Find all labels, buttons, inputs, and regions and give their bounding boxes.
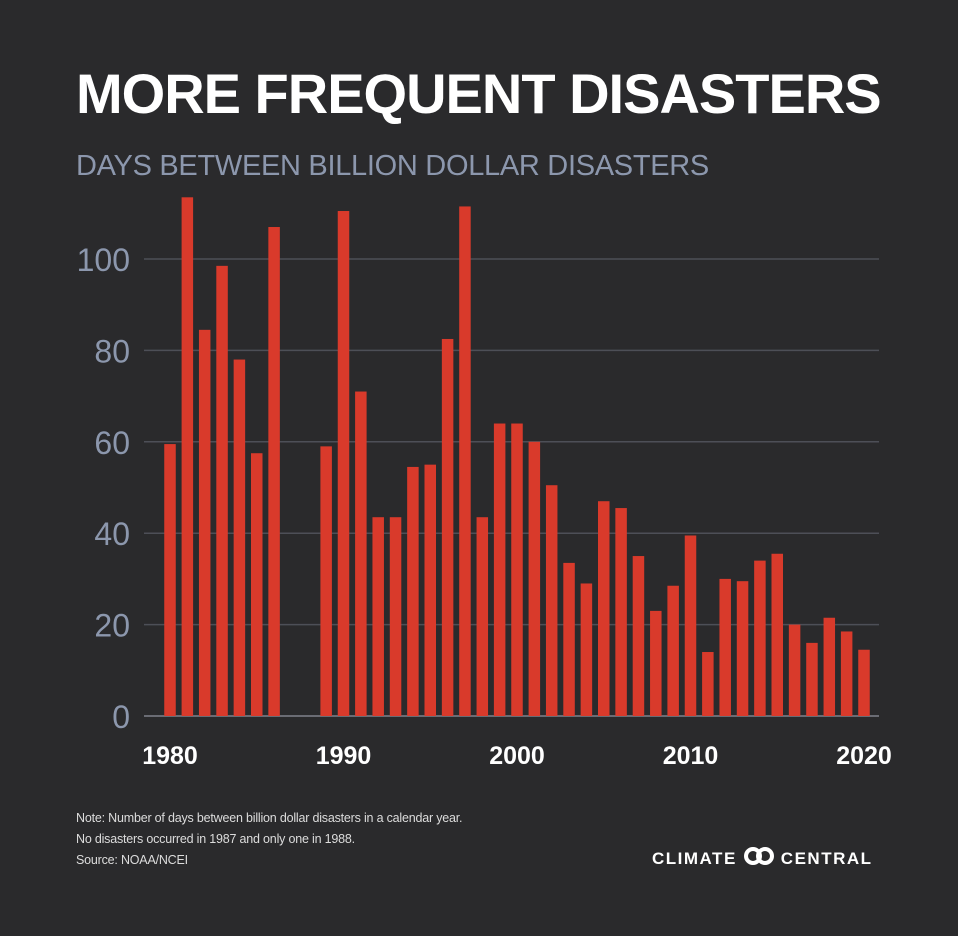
- bar-1990: [337, 211, 350, 716]
- y-tick-label: 40: [94, 516, 130, 552]
- x-axis-ticks: 1980 1990 2000 2010 2020: [142, 742, 892, 770]
- x-tick-label: 1990: [316, 742, 372, 770]
- climate-central-logo-icon: [743, 846, 775, 871]
- bar-2014: [754, 560, 766, 716]
- y-axis-ticks: 0 20 40 60 80 100: [77, 242, 130, 735]
- bar-2012: [719, 578, 731, 716]
- bar-chart: 0 20 40 60 80 100 1980 1990 2000 2010 2020: [77, 197, 892, 770]
- bar-2002: [545, 485, 558, 716]
- bar-2007: [632, 556, 645, 716]
- chart-notes: Note: Number of days between billion dol…: [76, 808, 463, 871]
- bar-2020: [858, 649, 870, 716]
- note-line-1: Note: Number of days between billion dol…: [76, 811, 463, 825]
- chart-title: MORE FREQUENT DISASTERS: [76, 62, 882, 125]
- bar-2013: [736, 581, 749, 716]
- brand-word-left: CLIMATE: [652, 848, 737, 868]
- bars: [164, 197, 870, 717]
- x-tick-label: 1980: [142, 742, 198, 770]
- bar-1997: [459, 206, 471, 716]
- x-tick-label: 2010: [663, 742, 719, 770]
- climate-central-brand: CLIMATE CENTRAL: [652, 846, 873, 871]
- bar-2016: [788, 624, 801, 716]
- bar-1991: [355, 391, 367, 716]
- x-tick-label: 2020: [836, 742, 892, 770]
- y-tick-label: 60: [94, 425, 130, 461]
- y-tick-label: 100: [77, 242, 130, 278]
- bar-1989: [320, 446, 332, 716]
- bar-2009: [667, 585, 679, 716]
- bar-2015: [771, 553, 783, 716]
- bar-1982: [198, 329, 211, 716]
- bar-1996: [441, 338, 454, 716]
- bar-1984: [233, 359, 246, 716]
- bar-2005: [598, 501, 610, 716]
- bar-2000: [511, 423, 523, 716]
- x-tick-label: 2000: [489, 742, 545, 770]
- bar-2001: [528, 441, 541, 716]
- brand-word-right: CENTRAL: [780, 848, 873, 868]
- bar-1995: [424, 464, 436, 716]
- bar-2004: [580, 583, 593, 716]
- bar-2008: [650, 610, 662, 716]
- bar-2010: [684, 535, 697, 716]
- source-line: Source: NOAA/NCEI: [76, 853, 188, 867]
- bar-1985: [251, 453, 263, 716]
- chart-subtitle: DAYS BETWEEN BILLION DOLLAR DISASTERS: [76, 150, 709, 182]
- y-tick-label: 80: [94, 333, 130, 369]
- bar-2017: [806, 642, 818, 716]
- bar-1993: [389, 517, 402, 716]
- bar-1986: [268, 227, 280, 716]
- bar-2019: [840, 631, 853, 716]
- bar-1983: [216, 265, 228, 716]
- bar-1981: [181, 197, 194, 717]
- y-tick-label: 20: [94, 608, 130, 644]
- bar-2018: [823, 617, 836, 716]
- bar-1999: [493, 423, 506, 716]
- note-line-2: No disasters occurred in 1987 and only o…: [76, 832, 355, 846]
- bar-2006: [615, 508, 627, 716]
- bar-2003: [563, 562, 575, 716]
- bar-1998: [476, 517, 489, 716]
- bar-2011: [702, 652, 714, 716]
- bar-1994: [407, 466, 419, 716]
- bar-1980: [164, 444, 176, 716]
- bar-1992: [372, 517, 384, 716]
- y-tick-label: 0: [112, 699, 130, 735]
